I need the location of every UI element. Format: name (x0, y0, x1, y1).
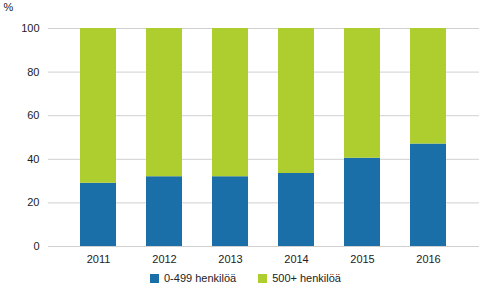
svg-text:20: 20 (27, 196, 39, 208)
svg-text:60: 60 (27, 109, 39, 121)
svg-text:2016: 2016 (416, 253, 440, 265)
svg-text:80: 80 (27, 66, 39, 78)
svg-text:40: 40 (27, 153, 39, 165)
svg-text:2014: 2014 (284, 253, 308, 265)
html-text:500+ henkilöä: 500+ henkilöä (272, 272, 341, 284)
svg-text:2013: 2013 (218, 253, 242, 265)
svg-text:%: % (4, 1, 14, 13)
svg-text:100: 100 (21, 22, 39, 34)
svg-text:2012: 2012 (152, 253, 176, 265)
svg-text:0: 0 (33, 240, 39, 252)
svg-text:2011: 2011 (87, 253, 111, 265)
html-text:0-499 henkilöä: 0-499 henkilöä (164, 272, 237, 284)
svg-text:2015: 2015 (350, 253, 374, 265)
